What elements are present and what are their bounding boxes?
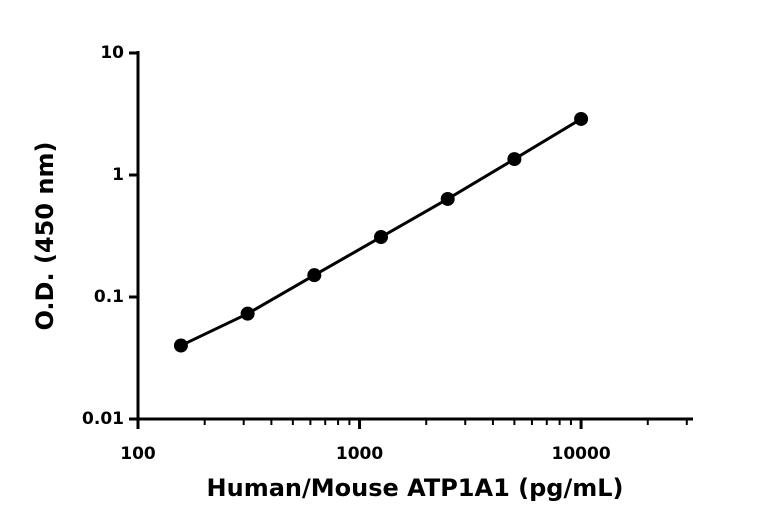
data-point xyxy=(173,338,188,353)
y-tick-label: 0.01 xyxy=(82,409,124,429)
data-point xyxy=(240,306,255,321)
y-axis-title: O.D. (450 nm) xyxy=(31,142,59,331)
x-tick-label: 100 xyxy=(120,444,156,464)
data-point xyxy=(507,152,522,167)
y-tick-label: 1 xyxy=(112,165,124,185)
y-tick-label: 10 xyxy=(100,43,124,63)
data-point xyxy=(574,111,589,126)
y-tick-label: 0.1 xyxy=(94,287,124,307)
data-point xyxy=(374,230,389,245)
x-tick-label: 10000 xyxy=(552,444,611,464)
data-point xyxy=(440,191,455,206)
data-point xyxy=(307,268,322,283)
x-tick-label: 1000 xyxy=(336,444,383,464)
x-axis-title: Human/Mouse ATP1A1 (pg/mL) xyxy=(207,474,624,502)
